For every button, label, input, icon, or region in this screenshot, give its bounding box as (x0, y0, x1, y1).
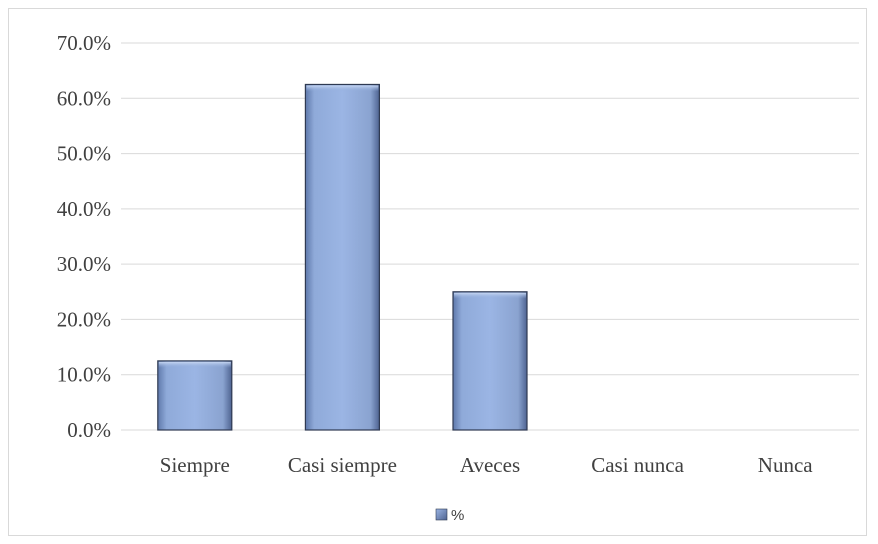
x-category-label: Casi nunca (591, 453, 684, 477)
x-category-label: Siempre (160, 453, 230, 477)
x-category-label: Casi siempre (288, 453, 397, 477)
y-tick-label: 30.0% (57, 252, 111, 276)
x-category-label: Aveces (460, 453, 520, 477)
x-axis-category-labels: Siempre Casi siempre Aveces Casi nunca Nunca (160, 453, 813, 477)
y-tick-label: 20.0% (57, 307, 111, 331)
legend: % (435, 507, 464, 524)
y-tick-label: 60.0% (57, 86, 111, 110)
bar-highlight (454, 292, 526, 299)
legend-swatch (435, 508, 448, 521)
legend-label: % (451, 507, 464, 524)
bars (157, 83, 528, 431)
bar-casi-siempre (304, 83, 380, 431)
bar-highlight (158, 361, 231, 368)
y-tick-label: 10.0% (57, 363, 111, 387)
bar-siempre (157, 360, 233, 431)
bar-chart: 0.0%10.0%20.0%30.0%40.0%50.0%60.0%70.0% … (57, 31, 859, 524)
y-tick-label: 70.0% (57, 31, 111, 55)
y-axis-tick-labels: 0.0% 10.0% 20.0% 30.0% 40.0% 50.0% 60.0% 70.0% (57, 31, 111, 442)
y-tick-label: 40.0% (57, 197, 111, 221)
y-tick-label: 0.0% (67, 418, 111, 442)
bar-aveces (452, 291, 528, 431)
bar-highlight (306, 85, 379, 92)
y-tick-label: 50.0% (57, 142, 111, 166)
chart-frame: 0.0% 10.0% 20.0% 30.0% 40.0% 50.0% 60.0% 70.0% … (8, 8, 867, 536)
x-category-label: Nunca (758, 453, 813, 477)
